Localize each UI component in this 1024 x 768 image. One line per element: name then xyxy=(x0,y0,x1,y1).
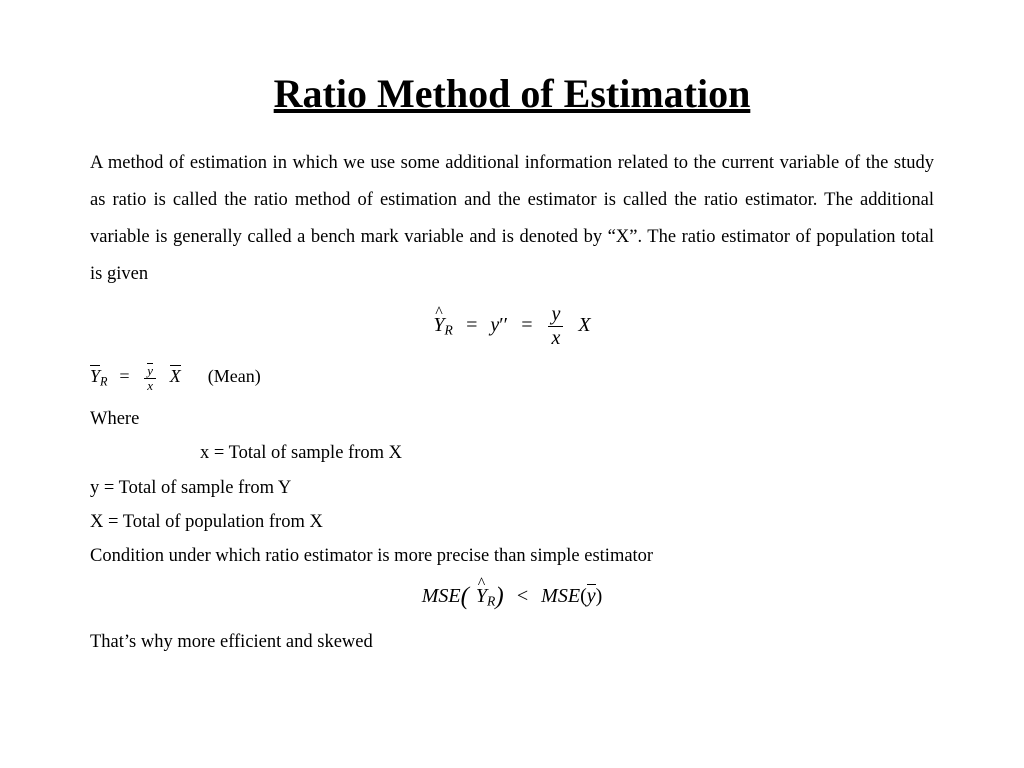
formula-mse: MSE(YR) < MSE(y) xyxy=(90,583,934,611)
closing-text: That’s why more efficient and skewed xyxy=(90,625,934,659)
document-page: Ratio Method of Estimation A method of e… xyxy=(0,0,1024,700)
mean-label: (Mean) xyxy=(208,366,261,386)
page-title: Ratio Method of Estimation xyxy=(90,70,934,117)
formula-mean-estimator: YR = yx X (Mean) xyxy=(90,364,934,392)
def-big-x: X = Total of population from X xyxy=(90,505,934,539)
def-y: y = Total of sample from Y xyxy=(90,471,934,505)
formula-total-estimator: YR = y′′ = yx X xyxy=(90,303,934,350)
condition-text: Condition under which ratio estimator is… xyxy=(90,539,934,573)
def-x: x = Total of sample from X xyxy=(90,436,934,470)
intro-paragraph: A method of estimation in which we use s… xyxy=(90,145,934,293)
where-label: Where xyxy=(90,402,934,436)
